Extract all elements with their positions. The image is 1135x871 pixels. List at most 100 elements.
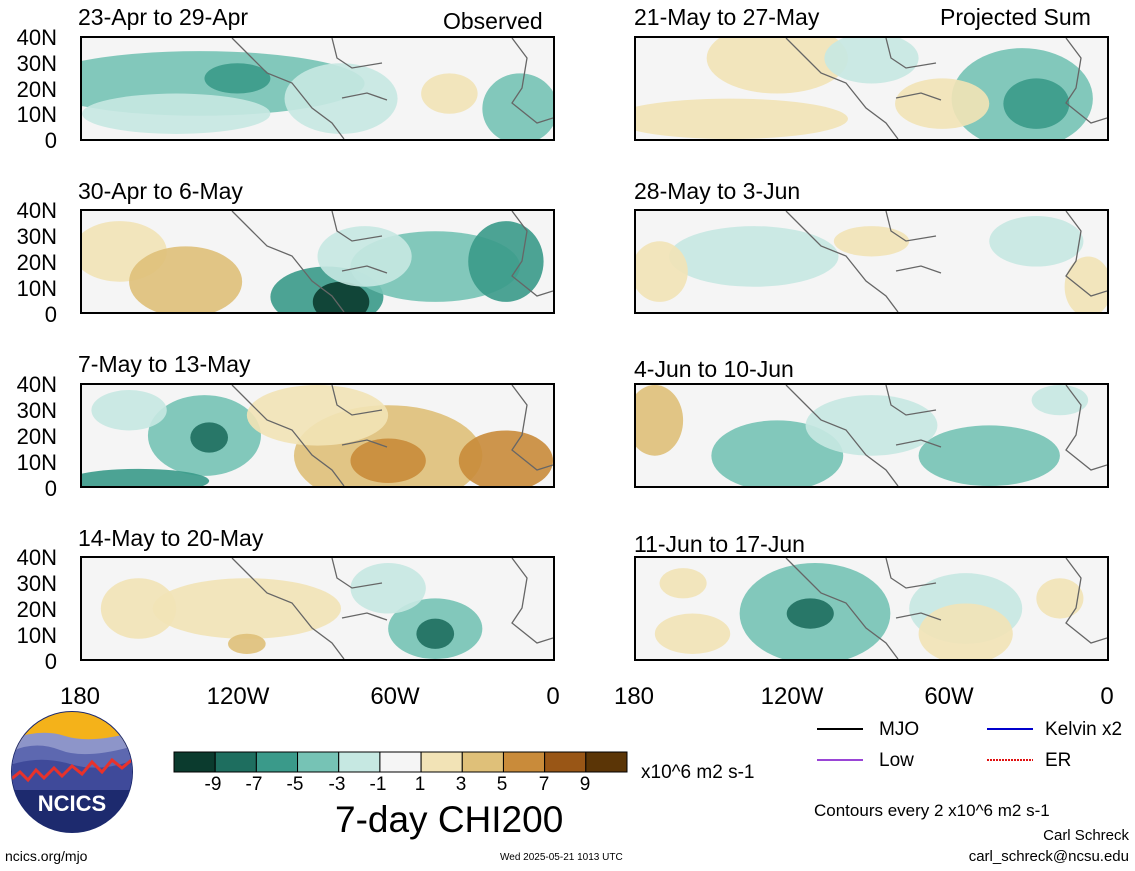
ncics-logo: NCICS: [10, 710, 134, 834]
y-tick: 20N: [16, 77, 57, 102]
anomaly-blob: [284, 63, 398, 134]
colorbar-label: 9: [579, 774, 591, 795]
map-panel-5: [634, 36, 1109, 141]
anomaly-blob: [312, 281, 370, 312]
anomaly-blob: [918, 603, 1013, 659]
anomaly-blob: [1036, 578, 1084, 619]
colorbar: [173, 751, 628, 778]
contours-note: Contours every 2 x10^6 m2 s-1: [814, 801, 1050, 820]
y-tick: 0: [44, 302, 57, 327]
map-panel-2: [80, 209, 555, 314]
author-name: Carl Schreck: [1043, 827, 1129, 844]
panel-title-8: 11-Jun to 17-Jun: [634, 531, 805, 557]
anomaly-blob: [706, 38, 848, 94]
anomaly-blob: [918, 425, 1060, 486]
map-panel-7: [634, 383, 1109, 488]
x-tick: 180: [59, 683, 101, 710]
colorbar-swatches: [173, 751, 628, 773]
anomaly-blob: [989, 216, 1084, 267]
colorbar-swatch: [173, 751, 216, 773]
colorbar-label: 7: [538, 774, 550, 795]
colorbar-label: 3: [455, 774, 467, 795]
colorbar-swatch: [338, 751, 381, 773]
colorbar-units: x10^6 m2 s-1: [641, 762, 755, 783]
map-field-4: [100, 558, 553, 659]
anomaly-blob: [786, 598, 834, 629]
anomaly-blob: [895, 78, 990, 129]
projected-label: Projected Sum: [940, 4, 1091, 30]
colorbar-label: -9: [204, 774, 222, 795]
legend-er-line: [987, 759, 1033, 761]
panel-title-6: 28-May to 3-Jun: [634, 178, 801, 204]
anomaly-blob: [152, 578, 342, 639]
y-tick: 40N: [16, 25, 57, 50]
anomaly-blob: [824, 38, 919, 84]
legend-er-label: ER: [1045, 750, 1072, 771]
y-tick: 0: [44, 476, 57, 501]
y-tick: 0: [44, 649, 57, 674]
anomaly-blob: [458, 430, 553, 486]
map-field-3: [82, 385, 553, 486]
legend-kelvin-line: [987, 728, 1033, 730]
y-tick: 30N: [16, 398, 57, 423]
legend-mjo-label: MJO: [879, 719, 920, 740]
anomaly-blob: [82, 93, 271, 134]
map-field-2: [82, 211, 553, 312]
anomaly-blob: [468, 221, 544, 302]
website-link[interactable]: ncics.org/mjo: [5, 848, 88, 864]
anomaly-blob: [416, 618, 455, 649]
colorbar-swatch: [214, 751, 257, 773]
coastline: [785, 211, 1107, 312]
anomaly-blob: [246, 385, 389, 446]
anomaly-blob: [91, 390, 167, 431]
legend-kelvin-label: Kelvin x2: [1045, 719, 1123, 740]
colorbar-label: -5: [286, 774, 304, 795]
anomaly-blob: [100, 578, 177, 639]
y-tick: 30N: [16, 224, 57, 249]
panel-title-5: 21-May to 27-May: [634, 4, 820, 30]
anomaly-blob: [805, 395, 938, 456]
map-panel-6: [634, 209, 1109, 314]
y-tick: 20N: [16, 597, 57, 622]
coastline: [785, 38, 1107, 139]
y-tick: 10N: [16, 450, 57, 475]
x-tick: 60W: [924, 683, 974, 710]
map-panel-1: [80, 36, 555, 141]
anomaly-blob: [711, 420, 844, 486]
anomaly-blob: [636, 98, 848, 139]
colorbar-swatch: [379, 751, 422, 773]
anomaly-blob: [129, 246, 243, 312]
y-tick: 40N: [16, 545, 57, 570]
anomaly-blob: [668, 226, 839, 287]
anomaly-blob: [1064, 256, 1107, 312]
y-tick: 40N: [16, 372, 57, 397]
map-panel-3: [80, 383, 555, 488]
anomaly-blob: [1031, 385, 1089, 416]
panel-title-1: 23-Apr to 29-Apr: [78, 4, 249, 30]
anomaly-blob: [659, 568, 707, 599]
y-tick: 10N: [16, 276, 57, 301]
colorbar-swatch: [585, 751, 628, 773]
anomaly-blob: [654, 613, 731, 654]
colorbar-label: -1: [369, 774, 387, 795]
anomaly-blob: [317, 226, 412, 287]
colorbar-swatch: [420, 751, 463, 773]
figure-title: 7-day CHI200: [335, 799, 564, 840]
colorbar-label: -7: [245, 774, 263, 795]
map-field-7: [636, 385, 1107, 486]
x-tick: 120W: [760, 683, 824, 710]
author-email: carl_schreck@ncsu.edu: [968, 848, 1129, 865]
coastline: [231, 385, 553, 486]
y-tick: 10N: [16, 102, 57, 127]
anomaly-blob: [228, 633, 266, 654]
panel-title-2: 30-Apr to 6-May: [78, 178, 243, 204]
anomaly-blob: [350, 563, 426, 614]
legend-low-line: [817, 759, 863, 761]
anomaly-blob: [190, 422, 229, 453]
colorbar-swatch: [255, 751, 299, 773]
observed-label: Observed: [443, 8, 543, 34]
legend-mjo-line: [817, 728, 863, 730]
y-tick: 30N: [16, 571, 57, 596]
colorbar-label: -3: [328, 774, 346, 795]
x-tick: 180: [613, 683, 655, 710]
